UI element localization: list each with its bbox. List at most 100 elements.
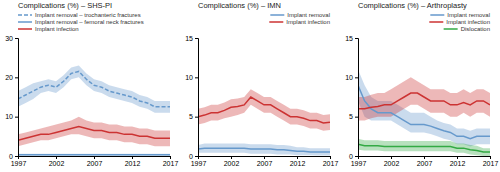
y-tick-mark: [195, 77, 198, 78]
confidence-band: [18, 117, 170, 146]
legend: Implant removalImplant infection: [269, 12, 330, 25]
series-line: [198, 97, 330, 123]
axis-line: [199, 157, 331, 160]
y-tick: 20: [5, 74, 18, 81]
series-line: [358, 144, 490, 152]
x-tick-mark: [297, 156, 298, 159]
y-tick: 30: [5, 35, 18, 42]
legend-swatch: [18, 21, 32, 23]
x-tick: 1997: [191, 156, 207, 167]
x-tick-label: 2002: [49, 160, 65, 167]
legend-item: Implant removal – trochanteric fractures: [18, 12, 141, 18]
legend-label: Implant infection: [286, 19, 330, 25]
legend-label: Dislocation: [461, 26, 490, 32]
y-tick-mark: [355, 77, 358, 78]
x-tick-mark: [490, 156, 491, 159]
y-axis: 051015: [345, 35, 358, 160]
series-line: [198, 148, 330, 152]
y-tick-mark: [195, 117, 198, 118]
y-tick: 0: [349, 153, 358, 160]
y-tick-label: 30: [5, 35, 13, 42]
x-tick-label: 2017: [323, 160, 339, 167]
confidence-band: [358, 69, 490, 146]
y-tick-label: 5: [349, 113, 353, 120]
legend-swatch: [269, 21, 283, 23]
y-tick: 5: [349, 113, 358, 120]
y-tick-mark: [195, 156, 198, 157]
x-tick-label: 2002: [384, 160, 400, 167]
x-tick-mark: [94, 156, 95, 159]
x-tick-label: 2017: [483, 160, 499, 167]
legend-item: Implant removal: [430, 12, 490, 18]
x-tick-label: 2012: [290, 160, 306, 167]
x-axis: 1997 2002 2007 2012 2017: [191, 156, 339, 167]
x-tick-label: 2012: [450, 160, 466, 167]
y-tick-label: 0: [349, 153, 353, 160]
y-tick: 0: [189, 153, 198, 160]
y-tick-mark: [355, 38, 358, 39]
y-tick-mark: [15, 117, 18, 118]
x-tick: 2007: [257, 156, 273, 167]
panel: 19972002200720122017051015Complications …: [345, 1, 498, 167]
data-layer: [358, 69, 490, 156]
legend-label: Implant infection: [446, 19, 490, 25]
y-tick-mark: [355, 117, 358, 118]
legend-label: Implant removal: [447, 12, 490, 18]
x-tick: 1997: [11, 156, 27, 167]
y-tick-label: 15: [185, 35, 193, 42]
x-tick-label: 2002: [224, 160, 240, 167]
x-tick: 1997: [351, 156, 367, 167]
x-tick: 2017: [483, 156, 499, 167]
x-tick-mark: [330, 156, 331, 159]
x-tick: 2002: [384, 156, 400, 167]
x-tick-label: 2007: [87, 160, 103, 167]
legend-swatch: [429, 21, 443, 23]
axis-line: [15, 39, 19, 157]
series-line: [18, 154, 170, 156]
axis-line: [19, 157, 171, 160]
y-tick: 15: [185, 35, 198, 42]
x-tick-label: 2017: [163, 160, 179, 167]
legend-item: Implant infection: [269, 19, 330, 25]
legend-item: Implant infection: [429, 19, 490, 25]
panel-title: Complications (%) – Arthroplasty: [358, 1, 467, 10]
x-tick-label: 1997: [11, 160, 27, 167]
y-tick-mark: [15, 38, 18, 39]
data-layer: [18, 66, 170, 156]
x-tick: 2012: [450, 156, 466, 167]
y-tick-label: 0: [9, 153, 13, 160]
x-tick-label: 2007: [257, 160, 273, 167]
legend-label: Implant removal – femoral neck fractures: [35, 19, 144, 25]
legend: Implant removal – trochanteric fractures…: [18, 12, 144, 32]
legend-label: Implant removal – trochanteric fractures: [35, 12, 141, 18]
legend-item: Implant infection: [18, 26, 79, 32]
data-layer: [198, 89, 330, 155]
y-tick-label: 5: [189, 113, 193, 120]
legend-item: Implant removal – femoral neck fractures: [18, 19, 144, 25]
legend-swatch: [18, 14, 32, 16]
x-tick-mark: [457, 156, 458, 159]
y-tick-label: 10: [345, 74, 353, 81]
legend-swatch: [18, 28, 32, 30]
confidence-band: [18, 154, 170, 156]
x-tick-mark: [424, 156, 425, 159]
x-tick-mark: [56, 156, 57, 159]
x-tick-label: 1997: [351, 160, 367, 167]
x-tick: 2012: [125, 156, 141, 167]
legend-swatch: [270, 14, 284, 16]
x-tick-mark: [264, 156, 265, 159]
y-tick: 10: [345, 74, 358, 81]
legend-label: Implant infection: [35, 26, 79, 32]
x-tick: 2017: [163, 156, 179, 167]
y-tick-mark: [15, 156, 18, 157]
x-tick: 2002: [49, 156, 65, 167]
x-tick-label: 1997: [191, 160, 207, 167]
plot-area: 1997 2002 2007 2012 2017 0 5 10 15: [185, 35, 338, 167]
confidence-band: [198, 143, 330, 155]
y-tick-label: 0: [189, 153, 193, 160]
y-axis: 0 5 10 15: [185, 35, 198, 160]
axis-line: [355, 39, 359, 157]
y-tick: 10: [185, 74, 198, 81]
y-tick-label: 20: [5, 74, 13, 81]
panel: 19972002200720122017051015Complications …: [185, 1, 338, 167]
